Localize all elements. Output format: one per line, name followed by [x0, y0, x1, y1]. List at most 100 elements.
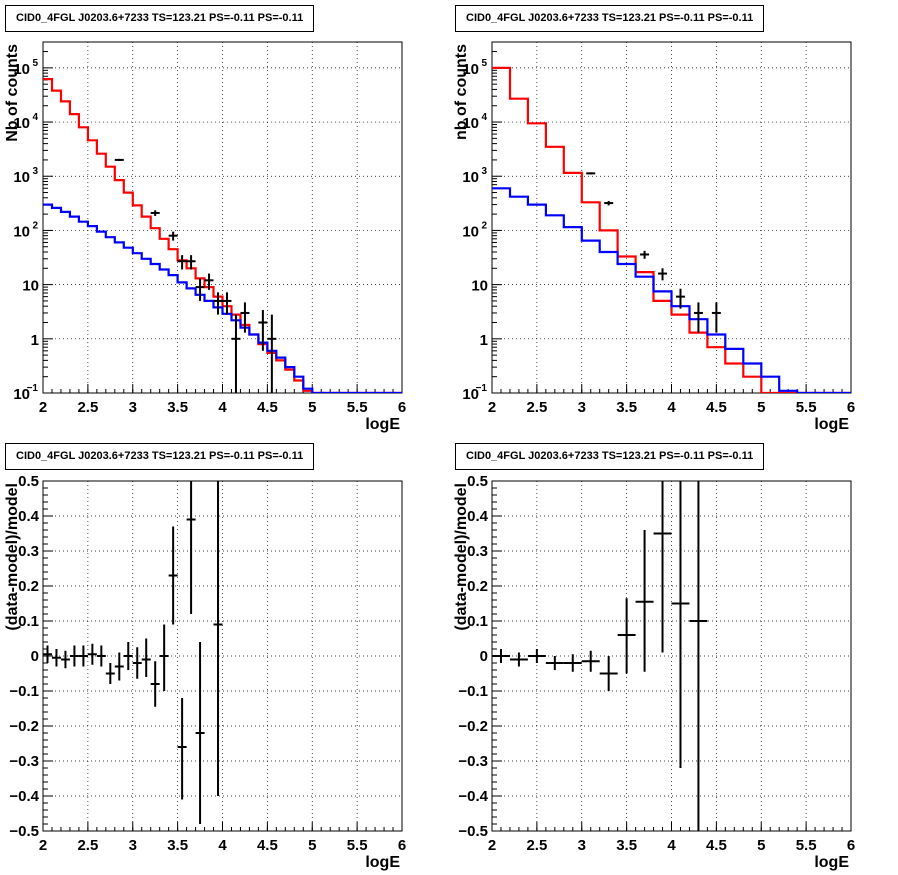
data-point [141, 638, 151, 677]
y-tick-exponent: −1 [27, 383, 39, 394]
data-point [51, 649, 61, 667]
x-tick-label: 3 [129, 837, 137, 854]
y-tick-label: 0.1 [467, 613, 488, 630]
x-tick-label: 6 [398, 837, 406, 854]
y-tick-label: 0 [480, 648, 488, 665]
y-tick-label: 0.2 [467, 578, 488, 595]
y-tick-label: 0.4 [467, 508, 489, 525]
y-tick-label: −0.4 [458, 788, 488, 805]
data-point [689, 481, 708, 831]
data-point [581, 650, 600, 672]
data-point [105, 663, 115, 684]
y-tick-label: 1 [31, 332, 39, 349]
data-point [69, 645, 79, 667]
y-tick-label: 10 [13, 115, 30, 132]
y-tick-label: 0.3 [18, 543, 39, 560]
data-point [222, 292, 232, 315]
x-tick-label: 2.5 [77, 399, 98, 416]
data-point [267, 314, 277, 393]
x-tick-label: 5.5 [796, 837, 817, 854]
y-axis: −0.5 −0.4 −0.3 −0.2 −0.1 0 0.1 0.2 0.3 0.4 0.5(dat… [4, 473, 402, 840]
x-tick-label: 2.5 [77, 837, 98, 854]
data-point [563, 654, 582, 672]
x-tick-label: 6 [398, 399, 406, 416]
y-tick-label: 10 [462, 115, 479, 132]
y-tick-exponent: 4 [481, 112, 487, 123]
data-point [177, 698, 187, 800]
x-tick-label: 3 [578, 399, 586, 416]
x-tick-label: 5 [308, 837, 316, 854]
y-tick-label: −0.1 [9, 683, 39, 700]
x-tick-label: 5.5 [347, 837, 368, 854]
x-tick-label: 3 [578, 837, 586, 854]
y-tick-label: −0.3 [9, 753, 39, 770]
y-tick-label: −0.2 [458, 718, 488, 735]
y-tick-exponent: 4 [32, 112, 38, 123]
data-point [213, 292, 223, 315]
data-point [671, 481, 690, 768]
chart4-title: CID0_4FGL J0203.6+7233 TS=123.21 PS=-0.1… [455, 443, 765, 470]
chart2-title: CID0_4FGL J0203.6+7233 TS=123.21 PS=-0.1… [455, 5, 765, 32]
data-point [675, 288, 685, 309]
data-point [87, 643, 97, 665]
data-point [60, 650, 70, 669]
x-tick-label: 4.5 [257, 399, 278, 416]
data-point [545, 656, 564, 670]
y-tick-label: −0.3 [458, 753, 488, 770]
data-point [693, 302, 703, 333]
y-tick-label: 10 [462, 386, 479, 403]
y-tick-label: 0.3 [467, 543, 488, 560]
data-point [653, 481, 672, 653]
chart3-title: CID0_4FGL J0203.6+7233 TS=123.21 PS=-0.1… [5, 443, 315, 470]
x-tick-label: 4 [667, 837, 676, 854]
chart1-title: CID0_4FGL J0203.6+7233 TS=123.21 PS=-0.1… [5, 5, 315, 32]
data-point [177, 255, 187, 270]
series-1-step-line [43, 78, 402, 393]
data-point [123, 642, 133, 670]
data-point [711, 302, 721, 333]
y-tick-label: −0.5 [458, 823, 488, 840]
y-tick-label: 10 [13, 61, 30, 78]
y-tick-label: 0 [31, 648, 39, 665]
chart-3: 2 2.5 3 3.5 4 4.5 5 5.5 6logE−0.5−0.4−0.3−0.2−0.… [4, 473, 406, 871]
x-tick-label: 5.5 [347, 399, 368, 416]
x-tick-label: 3 [129, 399, 137, 416]
y-tick-label: 1 [480, 332, 488, 349]
y-tick-label: 0.4 [18, 508, 40, 525]
chart-4: 2 2.5 3 3.5 4 4.5 5 5.5 6logE−0.5−0.4−0.3−0.2−0.… [453, 473, 855, 871]
x-axis-label: logE [365, 416, 400, 433]
data-point [213, 481, 223, 796]
x-tick-label: 6 [847, 837, 855, 854]
data-point [640, 250, 650, 259]
x-tick-label: 5 [757, 399, 765, 416]
data-point [599, 656, 618, 691]
y-axis-label: (data-model)/model [4, 483, 21, 631]
data-point [527, 649, 546, 663]
y-axis-label: Nb of counts [4, 44, 21, 142]
data-point [258, 310, 268, 351]
x-tick-label: 2 [39, 837, 47, 854]
y-tick-label: 10 [13, 169, 30, 186]
x-tick-label: 5.5 [796, 399, 817, 416]
y-tick-label: 0.2 [18, 578, 39, 595]
x-tick-label: 4 [218, 837, 227, 854]
data-point [168, 526, 178, 625]
data-point [240, 302, 250, 333]
x-tick-label: 3.5 [616, 399, 637, 416]
series-2-step-line [43, 203, 402, 393]
x-tick-label: 3.5 [167, 837, 188, 854]
y-tick-exponent: 3 [481, 166, 487, 177]
data-point [43, 645, 52, 663]
data-point [114, 158, 124, 162]
plot-area [492, 481, 708, 831]
data-point [78, 645, 88, 667]
data-point [509, 652, 528, 667]
x-tick-label: 4 [667, 399, 676, 416]
data-point [186, 255, 196, 270]
y-tick-label: 0.5 [18, 473, 39, 490]
